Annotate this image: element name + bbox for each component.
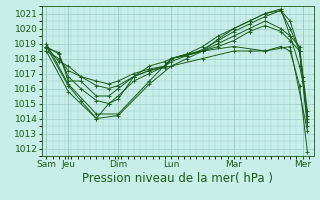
- X-axis label: Pression niveau de la mer( hPa ): Pression niveau de la mer( hPa ): [82, 172, 273, 185]
